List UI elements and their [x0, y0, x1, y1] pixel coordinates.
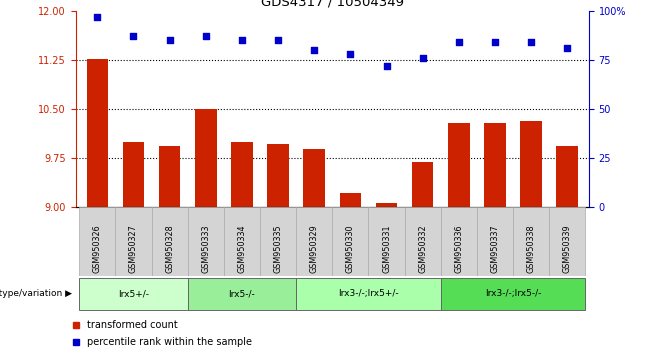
Bar: [448, 123, 470, 207]
Bar: [368, 207, 405, 276]
Bar: [296, 207, 332, 276]
Bar: [122, 142, 144, 207]
Bar: [441, 278, 586, 310]
Bar: [231, 142, 253, 207]
Text: lrx5-/-: lrx5-/-: [228, 289, 255, 298]
Point: [309, 47, 320, 53]
Bar: [477, 207, 513, 276]
Bar: [260, 207, 296, 276]
Point: [526, 39, 536, 45]
Text: percentile rank within the sample: percentile rank within the sample: [87, 337, 252, 347]
Bar: [405, 207, 441, 276]
Point: [128, 33, 139, 39]
Point: [562, 45, 572, 51]
Text: lrx5+/-: lrx5+/-: [118, 289, 149, 298]
Text: GSM950334: GSM950334: [238, 225, 247, 273]
Bar: [151, 207, 188, 276]
Point: [381, 63, 392, 68]
Bar: [224, 207, 260, 276]
Text: GSM950330: GSM950330: [346, 225, 355, 273]
Text: GSM950327: GSM950327: [129, 224, 138, 273]
Text: GSM950333: GSM950333: [201, 225, 211, 273]
Text: GSM950338: GSM950338: [526, 225, 536, 273]
Point: [164, 37, 175, 43]
Text: GSM950337: GSM950337: [490, 225, 499, 273]
Text: transformed count: transformed count: [87, 320, 178, 330]
Title: GDS4317 / 10504349: GDS4317 / 10504349: [261, 0, 404, 8]
Point: [273, 37, 284, 43]
Bar: [332, 207, 368, 276]
Bar: [376, 203, 397, 207]
Bar: [195, 109, 216, 207]
Text: GSM950328: GSM950328: [165, 225, 174, 273]
Text: GSM950335: GSM950335: [274, 225, 282, 273]
Text: GSM950339: GSM950339: [563, 225, 572, 273]
Text: lrx3-/-;lrx5+/-: lrx3-/-;lrx5+/-: [338, 289, 399, 298]
Text: GSM950336: GSM950336: [454, 225, 463, 273]
Point: [237, 37, 247, 43]
Bar: [188, 278, 296, 310]
Text: GSM950331: GSM950331: [382, 225, 391, 273]
Text: lrx3-/-;lrx5-/-: lrx3-/-;lrx5-/-: [485, 289, 541, 298]
Point: [453, 39, 464, 45]
Text: GSM950332: GSM950332: [418, 225, 427, 273]
Bar: [441, 207, 477, 276]
Bar: [520, 121, 542, 207]
Bar: [267, 144, 289, 207]
Bar: [549, 207, 586, 276]
Bar: [79, 278, 188, 310]
Point: [92, 14, 103, 19]
Text: genotype/variation ▶: genotype/variation ▶: [0, 289, 72, 298]
Bar: [484, 123, 506, 207]
Bar: [340, 193, 361, 207]
Point: [490, 39, 500, 45]
Bar: [159, 146, 180, 207]
Bar: [303, 149, 325, 207]
Bar: [115, 207, 151, 276]
Point: [417, 55, 428, 61]
Point: [345, 51, 355, 57]
Bar: [296, 278, 441, 310]
Bar: [557, 146, 578, 207]
Bar: [86, 59, 108, 207]
Text: GSM950329: GSM950329: [310, 224, 318, 273]
Text: GSM950326: GSM950326: [93, 225, 102, 273]
Point: [201, 33, 211, 39]
Bar: [412, 162, 434, 207]
Bar: [513, 207, 549, 276]
Bar: [79, 207, 115, 276]
Bar: [188, 207, 224, 276]
